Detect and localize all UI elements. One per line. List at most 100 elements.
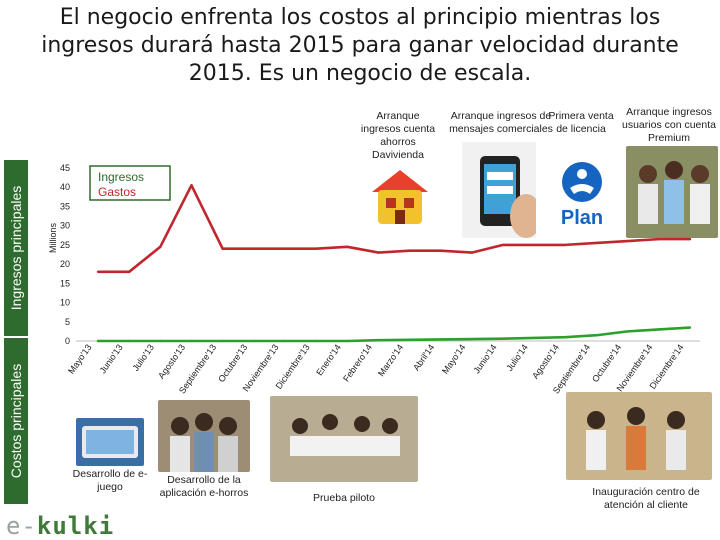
data-point-gastos [439, 249, 442, 252]
data-point-gastos [688, 237, 692, 241]
x-tick-label: Marzo'14 [376, 342, 405, 378]
data-point-gastos [657, 237, 661, 241]
data-point-gastos [346, 245, 349, 249]
phone-message-image [462, 142, 542, 238]
data-point-ingresos [346, 339, 349, 343]
data-point-gastos [283, 247, 287, 250]
data-point-ingresos [377, 339, 380, 342]
data-point-ingresos [221, 339, 224, 343]
x-tick-label: Enero'14 [314, 342, 343, 377]
x-tick-label: Mayo'13 [66, 342, 94, 375]
data-point-gastos [564, 243, 567, 247]
data-point-ingresos [96, 339, 100, 343]
data-point-gastos [190, 184, 193, 187]
caption-pilot: Prueba piloto [313, 492, 375, 504]
plan-logo: Plan [550, 158, 614, 234]
annotation-mensajes: Arranque ingresos de mensajes comerciale… [449, 110, 553, 135]
logo-name: kulki [36, 512, 115, 540]
data-point-ingresos [252, 339, 255, 343]
data-point-ingresos [657, 328, 661, 331]
data-point-ingresos [626, 330, 629, 333]
x-tick-label: Octubre'14 [590, 342, 623, 384]
premium-users-photo [626, 146, 718, 238]
x-tick-label: Julio'13 [130, 342, 156, 373]
x-tick-label: Diciembre'14 [647, 342, 685, 391]
x-tick-label: Junio'13 [98, 342, 125, 375]
y-tick-label: 25 [60, 240, 70, 250]
legend-box [89, 165, 171, 201]
caption-ehorros: Desarrollo de la aplicación e-horros [159, 474, 249, 499]
data-point-gastos [595, 241, 598, 245]
caption-customer-center: Inauguración centro de atención al clien… [592, 486, 700, 511]
logo-prefix: e- [6, 512, 37, 540]
x-tick-label: Septiembre'14 [551, 342, 592, 395]
y-tick-label: 40 [60, 182, 70, 192]
caption-egame: Desarrollo de e-juego [72, 468, 148, 493]
x-tick-label: Julio'14 [504, 342, 530, 373]
x-tick-label: Mayo'14 [440, 342, 468, 375]
x-tick-label: Septiembre'13 [177, 342, 218, 395]
y-tick-label: 10 [60, 298, 70, 308]
data-point-gastos [159, 245, 162, 249]
y-tick-label: 35 [60, 201, 70, 211]
x-tick-label: Abril'14 [411, 342, 436, 372]
y-tick-label: 45 [60, 163, 70, 173]
series-line-ingresos [98, 326, 691, 343]
y-tick-label: 15 [60, 278, 70, 288]
data-point-ingresos [408, 338, 411, 342]
data-point-ingresos [159, 339, 162, 343]
legend-ingresos: Ingresos [98, 170, 144, 184]
x-tick-label: Noviembre'14 [615, 342, 655, 393]
plan-logo-text: Plan [561, 207, 603, 229]
data-point-ingresos [533, 336, 536, 340]
side-label-ingresos: Ingresos principales [4, 160, 28, 336]
data-point-ingresos [501, 337, 505, 340]
customer-center-photo [566, 392, 712, 480]
data-point-ingresos [127, 339, 131, 343]
data-point-gastos [96, 270, 100, 273]
data-point-gastos [221, 247, 224, 250]
annotation-davivienda: Arranque ingresos cuenta ahorros Davivie… [360, 110, 436, 161]
data-point-gastos [501, 243, 505, 247]
data-point-ingresos [688, 326, 692, 329]
y-tick-label: 20 [60, 259, 70, 269]
x-tick-label: Diciembre'13 [274, 342, 312, 391]
data-point-ingresos [190, 339, 193, 343]
side-label-ingresos-text: Ingresos principales [8, 185, 24, 311]
annotation-licencia: Primera venta de licencia [548, 110, 614, 135]
ehorros-team-photo [158, 400, 250, 472]
data-point-gastos [626, 239, 629, 243]
x-tick-label: Octubre'13 [216, 342, 249, 384]
y-tick-label: 5 [65, 317, 70, 327]
data-point-ingresos [564, 335, 567, 339]
x-tick-label: Junio'14 [471, 342, 498, 375]
data-point-ingresos [439, 338, 442, 341]
data-point-gastos [377, 251, 380, 254]
data-point-gastos [252, 247, 255, 250]
pilot-test-photo [270, 396, 418, 482]
ekulki-logo: e-kulki [6, 512, 114, 540]
data-point-ingresos [314, 339, 318, 343]
annotation-premium: Arranque ingresos usuarios con cuenta Pr… [622, 106, 716, 144]
data-point-gastos [533, 243, 536, 247]
x-tick-label: Agosto'13 [156, 342, 187, 380]
data-point-gastos [127, 270, 131, 273]
data-point-ingresos [283, 339, 287, 343]
legend-gastos: Gastos [98, 185, 136, 199]
house-piggybank-image [366, 166, 434, 228]
data-point-gastos [408, 249, 411, 252]
data-point-ingresos [595, 334, 598, 337]
page-title: El negocio enfrenta los costos al princi… [41, 5, 679, 86]
egame-photo [76, 418, 144, 466]
side-label-costos: Costos principales [4, 338, 28, 504]
data-point-ingresos [470, 337, 474, 341]
y-tick-label: 0 [65, 336, 70, 346]
x-tick-label: Noviembre'13 [241, 342, 281, 393]
x-tick-label: Agosto'14 [530, 342, 561, 380]
data-point-gastos [470, 251, 474, 254]
side-label-costos-text: Costos principales [8, 363, 24, 479]
data-point-gastos [314, 247, 318, 250]
y-axis-label: Millions [48, 223, 58, 254]
x-tick-label: Febrero'14 [341, 342, 374, 383]
y-tick-label: 30 [60, 221, 70, 231]
